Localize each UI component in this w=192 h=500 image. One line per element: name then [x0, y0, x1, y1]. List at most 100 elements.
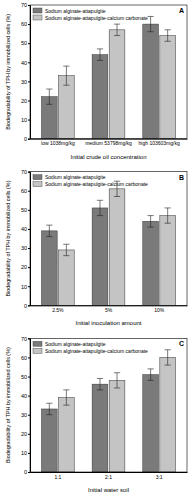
bar	[109, 380, 125, 472]
error-bar	[165, 350, 171, 365]
tick: 70	[21, 2, 30, 8]
tick-mark	[28, 120, 30, 121]
tick: 70	[21, 169, 30, 175]
tick: 10	[21, 283, 30, 289]
category-tick: 2:1	[105, 472, 112, 480]
tick: 50	[21, 374, 30, 380]
tick-label: 0	[24, 303, 27, 309]
tick-mark	[28, 229, 30, 230]
y-axis-title: Biodegradability of TPH by immobilized c…	[5, 180, 11, 296]
tick-label: 5%	[105, 307, 113, 313]
tick: 10	[21, 450, 30, 456]
error-cap	[97, 200, 103, 201]
error-cap	[114, 372, 120, 373]
tick-mark	[28, 24, 30, 25]
tick-label: 40	[21, 393, 27, 399]
legend-item: Sodium alginate-attapulgite	[33, 8, 106, 14]
legend-label: Sodium alginate-attapulgite-calcium carb…	[45, 15, 148, 21]
panel-label: C	[179, 340, 184, 347]
tick-label: 10%	[154, 307, 165, 313]
tick: 40	[21, 60, 30, 66]
plot-area	[41, 181, 175, 305]
tick: 10	[21, 117, 30, 123]
bar	[109, 30, 125, 139]
bar	[59, 76, 75, 139]
error-cap	[46, 403, 52, 404]
tick-mark	[28, 172, 30, 173]
tick-mark	[28, 267, 30, 268]
error-cap	[114, 387, 120, 388]
error-cap	[147, 16, 153, 17]
tick-label: 50	[21, 207, 27, 213]
tick-label: 3:1	[156, 474, 163, 480]
tick-mark	[28, 472, 30, 473]
tick-mark	[28, 338, 30, 339]
error-cap	[63, 66, 69, 67]
error-cap	[46, 236, 52, 237]
frame	[30, 172, 187, 306]
x-axis-title: Initial water soil	[88, 487, 129, 493]
frame	[30, 338, 187, 472]
legend-swatch	[33, 341, 42, 346]
error-cap	[46, 104, 52, 105]
tick: 40	[21, 393, 30, 399]
error-cap	[147, 380, 153, 381]
tick-label: 50	[21, 374, 27, 380]
legend-swatch	[33, 8, 42, 13]
error-bar	[63, 244, 69, 255]
tick-label: low 1038mg/kg	[41, 140, 75, 146]
error-bar	[46, 403, 52, 414]
bar	[59, 250, 75, 305]
bar	[143, 375, 159, 472]
error-bar	[97, 200, 103, 215]
error-stem	[150, 369, 151, 380]
error-cap	[165, 41, 171, 42]
error-cap	[97, 215, 103, 216]
figure: 010203040506070low 1038mg/kgmedium 53798…	[0, 0, 192, 500]
y-axis-title: Biodegradability of TPH by immobilized c…	[5, 14, 11, 130]
plot-area	[41, 16, 175, 138]
tick-label: 70	[21, 169, 27, 175]
error-cap	[147, 31, 153, 32]
tick-label: 0	[24, 136, 27, 142]
axis-line	[28, 6, 31, 140]
frame	[30, 5, 187, 139]
legend-label: Sodium alginate-attapulgite-calcium carb…	[45, 348, 148, 354]
category-tick: low 1038mg/kg	[41, 139, 75, 147]
tick-label: 50	[21, 40, 27, 46]
error-cap	[97, 60, 103, 61]
category-tick: 2.5%	[52, 305, 64, 313]
error-cap	[165, 207, 171, 208]
y-axis: 010203040506070	[21, 169, 31, 309]
error-cap	[97, 48, 103, 49]
legend-label: Sodium alginate-attapulgite	[45, 341, 106, 347]
error-cap	[97, 378, 103, 379]
error-stem	[99, 200, 100, 215]
x-axis-title: Initial crude oil concentration	[70, 154, 146, 160]
error-stem	[49, 89, 50, 104]
error-bar	[63, 390, 69, 405]
tick-label: 20	[21, 431, 27, 437]
bar	[41, 409, 57, 472]
error-cap	[46, 414, 52, 415]
bar	[92, 208, 108, 305]
tick-mark	[28, 248, 30, 249]
x-axis-title: Initial inoculation amount	[75, 320, 141, 326]
error-stem	[150, 216, 151, 227]
error-cap	[165, 365, 171, 366]
error-stem	[66, 66, 67, 85]
tick: 0	[24, 136, 30, 142]
error-stem	[66, 390, 67, 405]
tick-label: 40	[21, 60, 27, 66]
tick-label: 20	[21, 98, 27, 104]
error-bar	[147, 369, 153, 380]
tick-label: 70	[21, 336, 27, 342]
error-cap	[46, 225, 52, 226]
tick-mark	[28, 62, 30, 63]
y-axis: 010203040506070	[21, 2, 31, 142]
tick: 0	[24, 303, 30, 309]
error-stem	[117, 24, 118, 35]
tick: 30	[21, 79, 30, 85]
y-axis: 010203040506070	[21, 336, 31, 476]
tick-label: 30	[21, 245, 27, 251]
